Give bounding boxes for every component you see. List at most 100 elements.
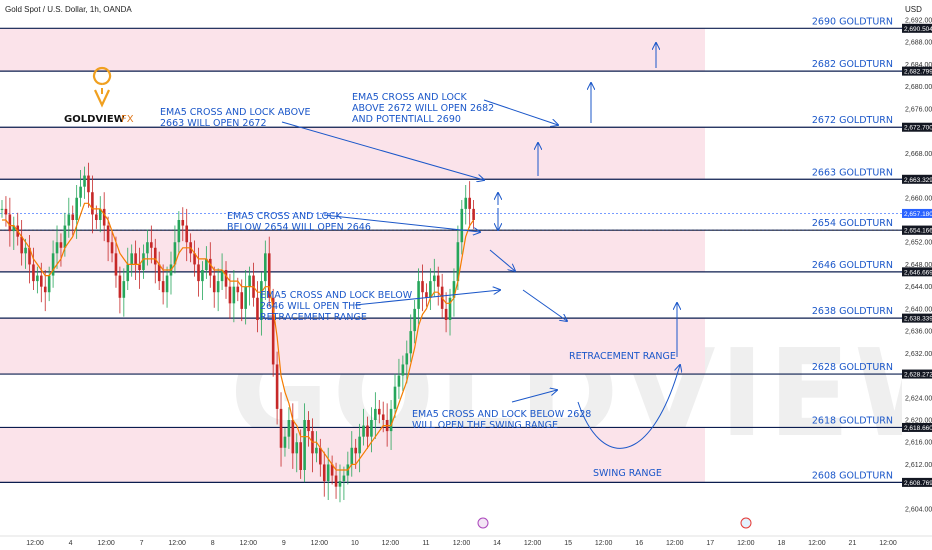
candle-body: [95, 214, 98, 220]
price-tick-label: 2,636.000: [905, 329, 932, 336]
time-tick-label: 12:00: [879, 540, 897, 547]
candle-body: [63, 225, 67, 248]
logo-suffix: FX: [121, 114, 134, 125]
level-label: 2654 GOLDTURN: [812, 218, 893, 229]
goldview-logo: GOLDVIEW FX: [64, 66, 134, 125]
candle-body: [279, 408, 283, 448]
ema-polyline: [2, 202, 475, 471]
candle-body: [444, 308, 448, 320]
price-tick-label: 2,612.000: [905, 462, 932, 469]
annotation-text: BELOW 2654 WILL OPEN 2646: [227, 222, 371, 233]
candle-body: [256, 297, 259, 320]
candle-body: [236, 286, 240, 293]
price-tick-label: 2,680.000: [905, 84, 932, 91]
candle-body: [181, 220, 185, 226]
level-price-tag-label: 2,682.799: [904, 69, 932, 76]
candle-body: [12, 225, 16, 232]
time-tick-label: 16: [635, 540, 643, 547]
level-price-tag: [902, 267, 932, 277]
candle-body: [448, 297, 452, 320]
candle-body: [267, 253, 271, 298]
candle-body: [212, 275, 216, 293]
candle-body: [110, 242, 114, 254]
candle-body: [397, 375, 401, 387]
price-tick-label: 2,624.000: [905, 395, 932, 402]
time-tick-label: 12:00: [97, 540, 115, 547]
candle-body: [232, 286, 236, 304]
candle-body: [40, 275, 43, 287]
time-tick-label: 18: [777, 540, 785, 547]
candle-body: [220, 270, 224, 282]
candle-body: [362, 425, 365, 437]
candle-body: [79, 186, 82, 198]
level-price-tag-label: 2,638.339: [904, 316, 932, 323]
candle-body: [153, 247, 157, 265]
candle-body: [197, 264, 200, 282]
candle-body: [224, 270, 228, 287]
price-tick-label: 2,652.000: [905, 240, 932, 247]
level-label: 2672 GOLDTURN: [812, 115, 893, 126]
candle-body: [59, 242, 63, 248]
candle-body: [370, 420, 373, 437]
candle-body: [425, 292, 428, 298]
candle-body: [322, 464, 326, 482]
candle-body: [106, 225, 110, 243]
candle-body: [260, 281, 263, 320]
candle-body: [275, 364, 279, 409]
time-tick-label: 11: [422, 540, 429, 547]
candle-body: [271, 297, 275, 365]
annotation-text: RETRACEMENT RANGE: [569, 351, 676, 362]
price-tick-label: 2,660.000: [905, 195, 932, 202]
price-tick-label: 2,676.000: [905, 106, 932, 113]
candle-body: [436, 275, 440, 287]
candle-body: [342, 475, 346, 482]
candle-body: [24, 247, 27, 254]
annotation-text: EMA5 CROSS AND LOCK BELOW: [260, 290, 413, 301]
candle-body: [75, 197, 78, 220]
level-label: 2663 GOLDTURN: [812, 167, 893, 178]
annotation-text: RETRACEMENT RANGE: [260, 312, 367, 323]
candle-body: [8, 214, 12, 232]
event-icon[interactable]: [477, 517, 489, 529]
candle-body: [472, 208, 475, 220]
time-tick-label: 15: [564, 540, 572, 547]
level-price-tag-label: 2,608.769: [904, 480, 932, 487]
candle-body: [43, 286, 47, 293]
candle-body: [177, 220, 181, 243]
candle-body: [374, 408, 377, 420]
price-tick-label: 2,644.000: [905, 284, 932, 291]
candle-body: [319, 447, 322, 465]
annotation-text: EMA5 CROSS AND LOCK: [227, 211, 343, 222]
candle-body: [287, 420, 291, 437]
level-price-tag: [902, 369, 932, 379]
annotation-text: EMA5 CROSS AND LOCK: [352, 92, 468, 103]
candle-body: [409, 331, 413, 354]
level-price-tag: [902, 422, 932, 432]
candle-body: [36, 275, 39, 282]
projection-arrow: [323, 214, 480, 232]
location-pin-icon: [93, 66, 112, 108]
candle-body: [307, 420, 310, 432]
candle-body: [51, 253, 55, 276]
time-tick-label: 10: [351, 540, 359, 547]
price-tick-label: 2,604.000: [905, 506, 932, 513]
projection-arrow: [511, 390, 557, 403]
logo-name: GOLDVIEW: [64, 114, 125, 125]
price-tick-label: 2,616.000: [905, 440, 932, 447]
candle-body: [421, 281, 424, 293]
candle-body: [381, 414, 385, 420]
candle-body: [87, 175, 90, 193]
projection-arrow: [522, 289, 567, 321]
us-flag-icon[interactable]: [740, 517, 752, 529]
price-tick-label: 2,648.000: [905, 262, 932, 269]
goldturn-levels: 2690 GOLDTURN 2682 GOLDTURN 2672 GOLDTURN 2…: [0, 16, 902, 483]
time-axis: 12:00 4 12:00 7 12:00 8 12:00 9 12:00 10 12:00 11 12…: [0, 535, 932, 547]
candle-body: [315, 447, 318, 454]
time-tick-label: 12:00: [737, 540, 755, 547]
candle-body: [326, 464, 330, 482]
level-price-tag-label: 2,628.272: [904, 372, 932, 379]
ema-line: [2, 202, 475, 471]
current-price-tag: [902, 208, 932, 218]
level-label: 2682 GOLDTURN: [812, 59, 893, 70]
candle-body: [460, 208, 464, 243]
